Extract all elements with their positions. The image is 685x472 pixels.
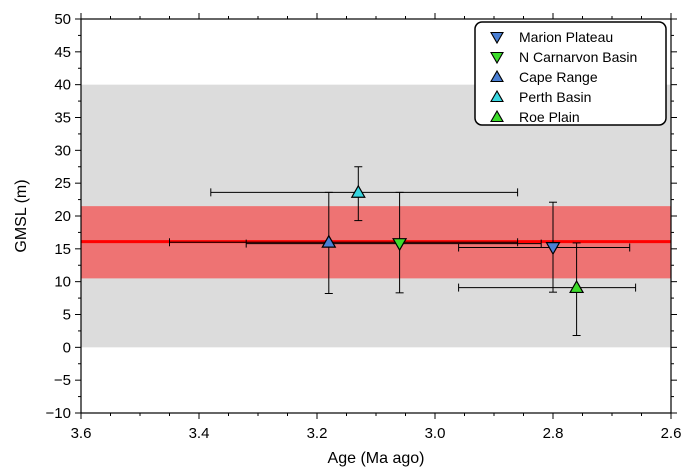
y-tick-label: 5: [63, 307, 71, 324]
legend-label-roe-plain: Roe Plain: [519, 109, 580, 125]
y-tick-label: 25: [54, 175, 71, 192]
x-tick-label: 3.0: [425, 425, 446, 442]
cape-range-marker: [321, 234, 337, 248]
y-tick-label: −10: [46, 405, 71, 422]
legend-label-n-carnarvon-basin: N Carnarvon Basin: [519, 49, 637, 65]
x-tick-label: 3.6: [71, 425, 92, 442]
legend-box: [474, 21, 667, 126]
roe-plain-marker: [569, 279, 585, 294]
y-tick-label: 40: [54, 77, 71, 94]
y-tick-label: −5: [54, 372, 71, 389]
x-tick-label: 3.2: [307, 425, 328, 442]
y-tick-label: 35: [54, 110, 71, 127]
n-carnarvon-basin-marker: [392, 238, 408, 252]
x-tick-label: 2.6: [661, 425, 682, 442]
x-tick-label: 3.4: [189, 425, 210, 442]
y-tick-label: 10: [54, 274, 71, 291]
legend-marker-marion-plateau: [490, 31, 504, 45]
x-tick-label: 2.8: [543, 425, 564, 442]
y-tick-label: 30: [54, 142, 71, 159]
data-points-layer: [321, 184, 585, 294]
legend-marker-cape-range: [490, 69, 504, 83]
legend-marker-roe-plain: [490, 109, 504, 123]
legend-label-cape-range: Cape Range: [519, 69, 598, 85]
perth-basin-marker: [350, 184, 366, 198]
legend-label-perth-basin: Perth Basin: [519, 89, 591, 105]
y-tick-label: 0: [63, 339, 71, 356]
y-tick-label: 15: [54, 241, 71, 258]
marion-plateau-marker: [545, 242, 561, 256]
legend-marker-perth-basin: [490, 89, 504, 103]
x-axis-label: Age (Ma ago): [328, 450, 425, 467]
y-tick-label: 50: [54, 11, 71, 28]
y-tick-label: 45: [54, 44, 71, 61]
legend-label-marion-plateau: Marion Plateau: [519, 29, 613, 45]
y-axis-label: GMSL (m): [13, 179, 30, 252]
axes-layer: 3.6 3.4 3.2 3.0 2.8 2.6 −10 −5 0 5 10 15 20 25 30 35 40 4…: [46, 11, 682, 442]
y-tick-label: 20: [54, 208, 71, 225]
legend: Marion Plateau N Carnarvon Basin Cape Rang…: [474, 21, 667, 126]
legend-marker-n-carnarvon-basin: [490, 51, 504, 65]
